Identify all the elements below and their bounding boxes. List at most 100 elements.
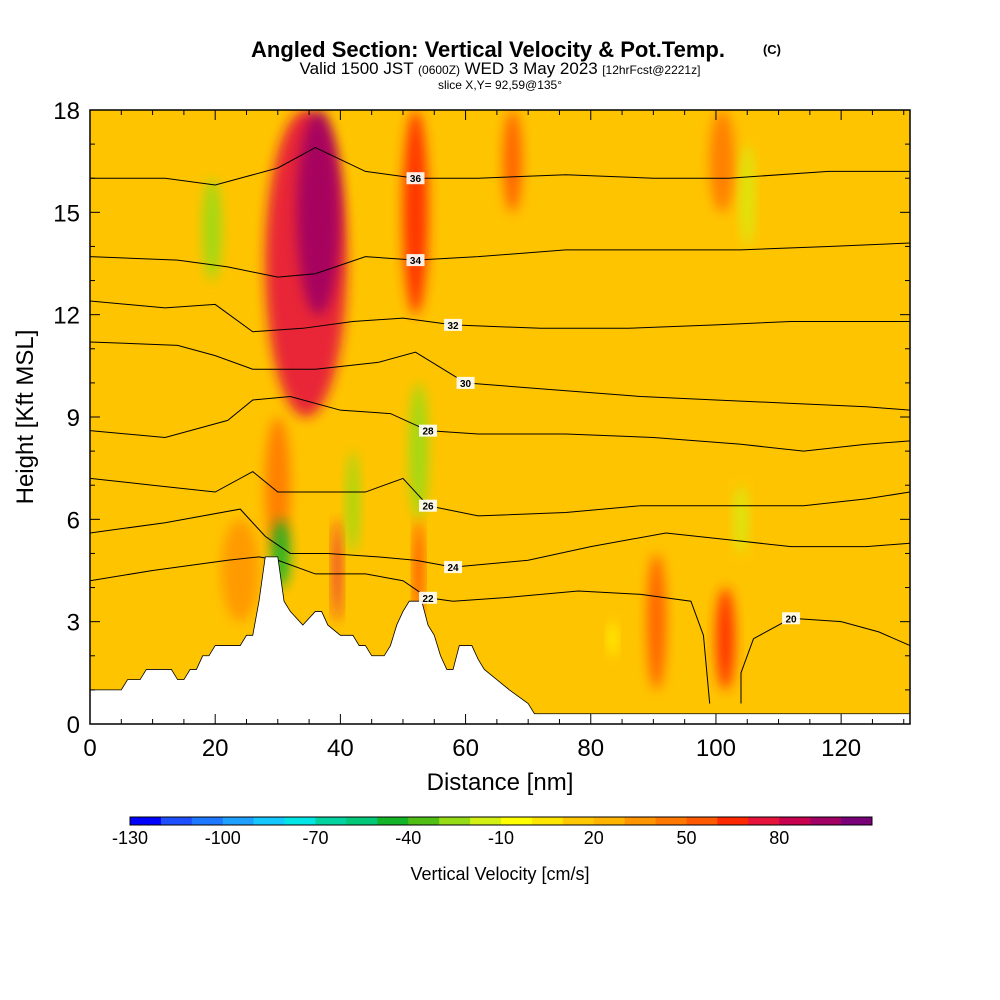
colorbar-swatch	[810, 817, 842, 825]
slice-info: slice X,Y= 92,59@135°	[438, 78, 562, 92]
contour-label-text: 32	[447, 321, 459, 332]
colorbar-swatch	[439, 817, 471, 825]
contour-label-bg	[444, 318, 463, 331]
velocity-cell	[503, 110, 522, 213]
colorbar-swatch	[253, 817, 285, 825]
theta-contour-30	[90, 341, 910, 411]
x-tick-label: 100	[696, 735, 736, 762]
y-tick-label: 15	[53, 200, 80, 227]
y-tick-label: 12	[53, 303, 80, 330]
theta-contour-32	[90, 300, 910, 333]
colorbar-swatch	[130, 817, 162, 825]
colorbar-swatch	[470, 817, 502, 825]
colorbar-tick-label: -10	[488, 828, 514, 848]
terrain	[90, 556, 910, 724]
colorbar-swatch	[562, 817, 595, 825]
colorbar-swatch	[346, 817, 378, 825]
colorbar-tick-labels: -130 -100 -70 -40 -10 20 50 80	[112, 828, 789, 848]
velocity-cell	[402, 110, 429, 315]
velocity-cell	[346, 451, 360, 554]
colorbar-tick-label: -100	[205, 828, 241, 848]
colorbar-tick-label: -70	[302, 828, 328, 848]
x-tick-label: 120	[821, 735, 861, 762]
contour-labels: 20 22 24 26 28 30 32 34 36	[406, 172, 801, 625]
contour-label-text: 36	[410, 174, 422, 185]
colorbar-frame	[129, 816, 873, 826]
theta-contour-label: 24	[444, 561, 463, 574]
forecast-info: [12hrFcst@2221z]	[602, 63, 700, 77]
contour-label-bg	[456, 376, 475, 389]
theta-contour-label: 22	[419, 591, 438, 605]
colorbar-swatch	[222, 817, 255, 825]
contour-label-bg	[444, 561, 463, 574]
velocity-cell	[296, 110, 341, 315]
y-tick-label: 9	[67, 405, 80, 432]
x-tick-label: 40	[327, 735, 354, 762]
colorbar-swatch	[408, 817, 440, 825]
x-tick-label: 60	[452, 735, 479, 762]
contour-label-text: 26	[422, 502, 434, 513]
chart-title: Angled Section: Vertical Velocity & Pot.…	[251, 37, 725, 62]
velocity-cell	[709, 110, 735, 213]
theta-contour-label: 30	[456, 376, 475, 390]
contour-label-bg	[419, 424, 438, 437]
x-tick-label: 0	[83, 735, 96, 762]
contour-label-bg	[419, 591, 438, 604]
theta-contour-label: 20	[782, 612, 801, 625]
colorbar-swatch	[531, 817, 564, 825]
velocity-cell	[647, 553, 666, 690]
chart-title-units: (C)	[763, 42, 781, 57]
potential-temperature-contours	[90, 146, 910, 704]
contour-label-bg	[419, 499, 438, 512]
theta-contour-label: 34	[406, 254, 425, 267]
valid-time: Valid 1500 JST	[300, 59, 414, 78]
contour-label-text: 34	[410, 256, 422, 267]
theta-contour-label: 28	[419, 424, 438, 438]
contour-label-bg	[782, 612, 801, 625]
valid-zulu: (0600Z)	[418, 63, 460, 77]
theta-contour-label: 32	[444, 318, 463, 332]
colorbar-swatch	[377, 817, 409, 825]
velocity-cell	[333, 519, 342, 622]
x-tick-label: 20	[202, 735, 229, 762]
colorbar-swatch	[160, 817, 193, 825]
theta-contour-label: 36	[406, 172, 425, 185]
valid-date: WED 3 May 2023	[465, 59, 598, 78]
velocity-cell	[202, 178, 222, 281]
colorbar-tick-label: 50	[676, 828, 696, 848]
y-tick-label: 3	[67, 610, 80, 637]
colorbar-tick-label: 20	[584, 828, 604, 848]
velocity-cell	[608, 621, 617, 656]
contour-label-text: 20	[786, 614, 798, 625]
y-tick-label: 6	[67, 507, 80, 534]
contour-label-text: 28	[422, 427, 434, 438]
colorbar-swatch	[501, 817, 533, 825]
contour-label-text: 22	[422, 594, 434, 605]
contour-label-bg	[406, 172, 425, 185]
velocity-cell	[715, 587, 735, 690]
y-tick-label: 0	[67, 712, 80, 739]
contour-label-bg	[406, 254, 425, 267]
velocity-cell	[221, 519, 260, 622]
colorbar-title: Vertical Velocity [cm/s]	[410, 864, 589, 884]
theta-contour-24	[90, 508, 910, 568]
terrain-mask	[90, 556, 910, 724]
colorbar-swatch	[624, 817, 656, 825]
theta-contour-label: 26	[419, 499, 438, 513]
theta-contour-26	[90, 470, 910, 517]
x-axis-title: Distance [nm]	[427, 769, 574, 796]
colorbar-swatch	[717, 817, 749, 825]
colorbar-swatch	[841, 817, 873, 825]
plot-background	[90, 110, 910, 724]
contour-label-text: 24	[447, 563, 459, 574]
colorbar-tick-label: 80	[769, 828, 789, 848]
colorbar	[129, 816, 873, 826]
theta-contour-22	[90, 556, 711, 704]
colorbar-swatch	[284, 817, 316, 825]
colorbar-tick-label: -40	[395, 828, 421, 848]
velocity-cell	[265, 417, 291, 554]
colorbar-swatch	[779, 817, 811, 825]
